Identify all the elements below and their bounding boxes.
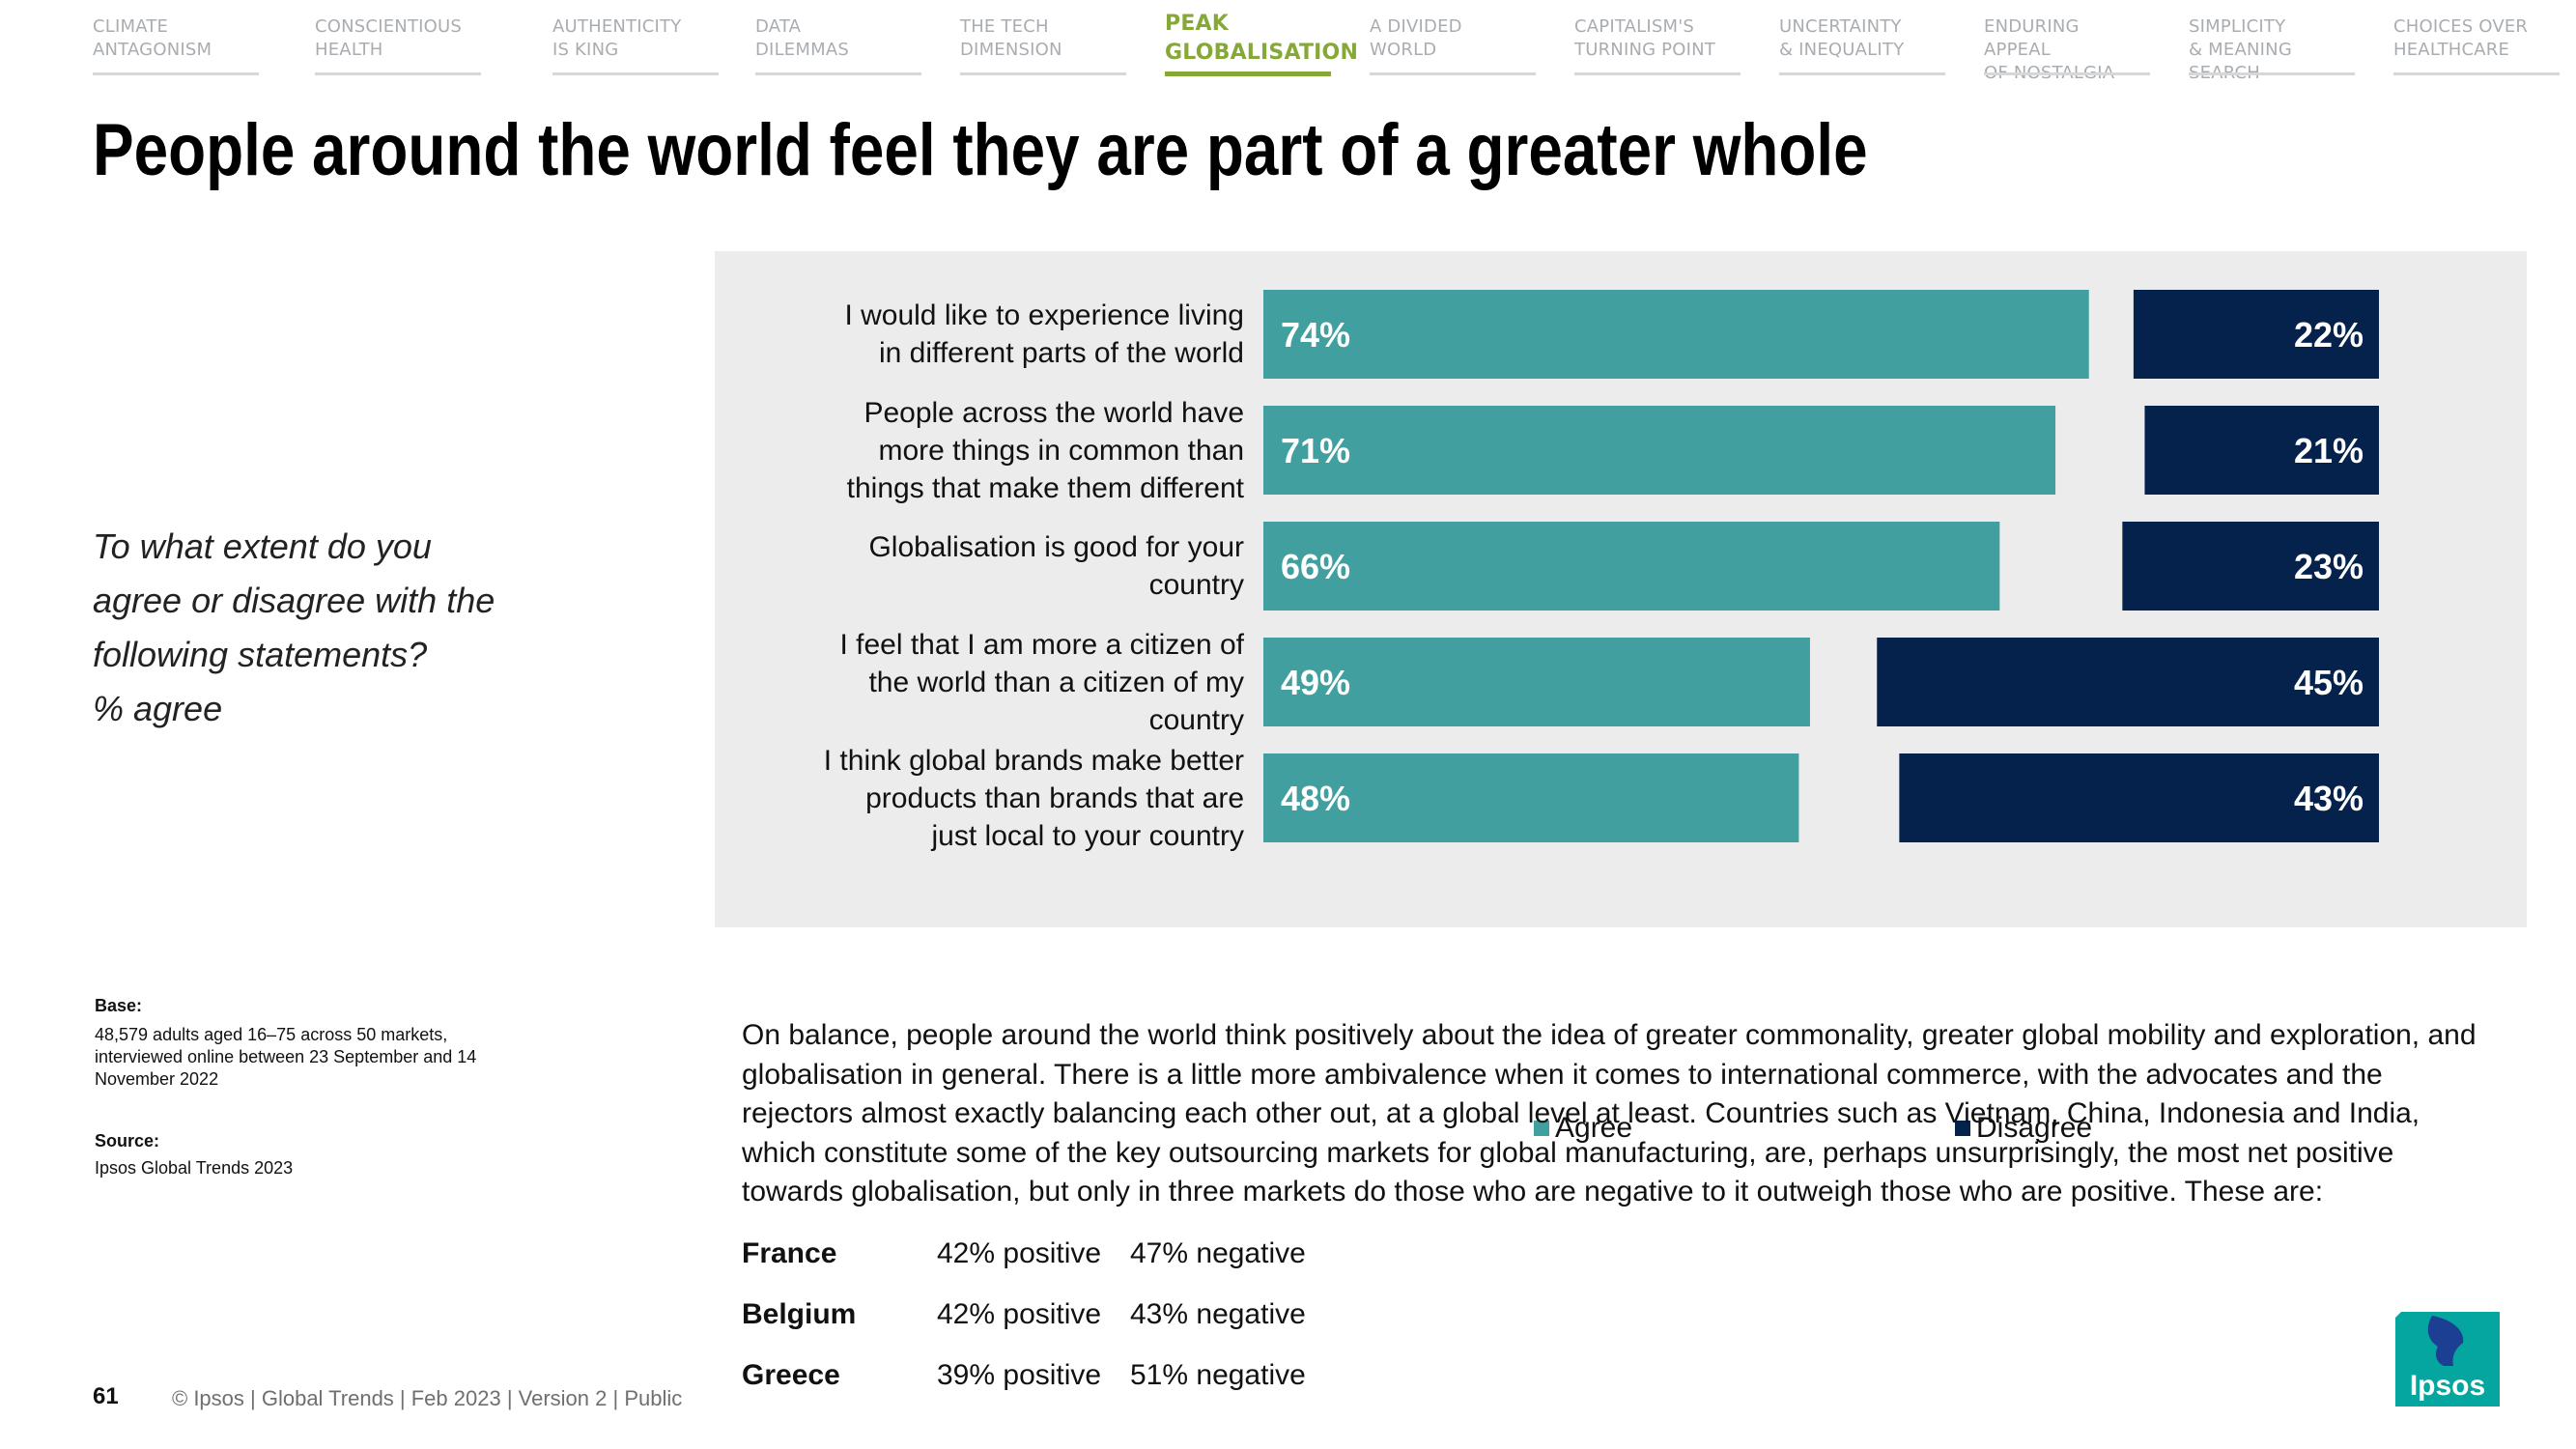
nav-tab-underline (755, 72, 921, 75)
statement-label-3: I feel that I am more a citizen of the w… (839, 628, 1244, 736)
bar-disagree-3 (1877, 638, 2379, 726)
page-number: 61 (93, 1383, 119, 1409)
country-positive: 42% positive (937, 1237, 1102, 1269)
bar-agree-3 (1263, 638, 1810, 726)
nav-tab-label: CLIMATE ANTAGONISM (93, 16, 212, 60)
nav-tab-underline (1984, 72, 2150, 75)
statement-label-4: I think global brands make better produc… (823, 744, 1244, 852)
bar-disagree-1 (2144, 406, 2379, 495)
top-navigation: CLIMATE ANTAGONISM CONSCIENTIOUS HEALTH AU… (93, 0, 2565, 83)
country-negative: 51% negative (1130, 1359, 1306, 1391)
nav-tab-underline (1165, 71, 1331, 76)
nav-tab-label: THE TECH DIMENSION (960, 16, 1062, 60)
legend-label-agree: Agree (1555, 1112, 1633, 1144)
data-label-agree-3: 49% (1281, 663, 1350, 702)
country-name: Greece (742, 1359, 840, 1391)
legend-item-agree: Agree (1534, 1111, 1632, 1146)
nav-tab-1[interactable]: CONSCIENTIOUS HEALTH (315, 0, 481, 77)
nav-tab-label: PEAK GLOBALISATION (1165, 12, 1359, 65)
bar-agree-0 (1263, 290, 2089, 379)
base-text: 48,579 adults aged 16–75 across 50 marke… (95, 1025, 477, 1089)
nav-tab-label: AUTHENTICITY IS KING (552, 16, 682, 60)
ipsos-logo-text: Ipsos (2410, 1370, 2485, 1402)
nav-tab-underline (315, 72, 481, 75)
bar-agree-1 (1263, 406, 2056, 495)
legend-item-disagree: Disagree (1955, 1111, 2092, 1146)
nav-tab-8[interactable]: UNCERTAINTY & INEQUALITY (1779, 0, 1945, 77)
bar-agree-4 (1263, 753, 1799, 842)
base-heading: Base: (95, 995, 142, 1017)
nav-tab-label: CHOICES OVER HEALTHCARE (2393, 16, 2529, 60)
nav-tab-underline (2189, 72, 2355, 75)
nav-tab-label: UNCERTAINTY & INEQUALITY (1779, 16, 1905, 60)
bar-disagree-4 (1899, 753, 2379, 842)
data-label-disagree-3: 45% (2294, 663, 2364, 702)
page-title: People around the world feel they are pa… (93, 109, 1868, 191)
base-heading-text: Base: (95, 996, 143, 1015)
nav-tab-underline (1779, 72, 1945, 75)
bar-chart: 74% 22% 71% 21% 66% 23% 49% 45% 48% 43% (1263, 290, 2379, 842)
nav-tab-underline (552, 72, 719, 75)
statement-label-0: I would like to experience living in dif… (844, 299, 1244, 369)
country-negative: 47% negative (1130, 1237, 1306, 1269)
nav-tab-underline (1574, 72, 1741, 75)
legend-label-disagree: Disagree (1976, 1112, 2093, 1144)
nav-tab-5[interactable]: PEAK GLOBALISATION (1165, 0, 1358, 77)
nav-tab-underline (1370, 72, 1536, 75)
nav-tab-label: A DIVIDED WORLD (1370, 16, 1462, 60)
body-paragraph: On balance, people around the world thin… (742, 1019, 2477, 1208)
source-heading-text: Source: (95, 1131, 160, 1151)
data-label-agree-2: 66% (1281, 547, 1350, 586)
bar-agree-2 (1263, 522, 2000, 611)
nav-tab-11[interactable]: CHOICES OVER HEALTHCARE (2393, 0, 2560, 77)
source-heading: Source: (95, 1130, 159, 1152)
data-label-agree-0: 74% (1281, 315, 1350, 355)
country-positive: 39% positive (937, 1359, 1102, 1391)
bar-disagree-2 (2122, 522, 2379, 611)
country-positive: 42% positive (937, 1298, 1102, 1330)
statement-label-2: Globalisation is good for your country (868, 531, 1244, 601)
nav-tab-4[interactable]: THE TECH DIMENSION (960, 0, 1126, 77)
source-text: Ipsos Global Trends 2023 (95, 1158, 294, 1178)
footer-text: © Ipsos | Global Trends | Feb 2023 | Ver… (172, 1386, 683, 1410)
nav-tab-underline (93, 72, 259, 75)
data-label-agree-4: 48% (1281, 779, 1350, 818)
data-label-disagree-1: 21% (2294, 431, 2364, 470)
nav-tab-label: DATA DILEMMAS (755, 16, 849, 60)
country-name: France (742, 1237, 837, 1269)
bar-disagree-0 (2133, 290, 2379, 379)
legend-swatch-disagree (1955, 1121, 1970, 1136)
question-text: To what extent do you agree or disagree … (93, 526, 495, 728)
legend-swatch-agree (1534, 1121, 1549, 1136)
ipsos-logo-mark (2427, 1316, 2464, 1366)
nav-tab-3[interactable]: DATA DILEMMAS (755, 0, 921, 77)
nav-tab-0[interactable]: CLIMATE ANTAGONISM (93, 0, 259, 77)
nav-tab-6[interactable]: A DIVIDED WORLD (1370, 0, 1536, 77)
data-label-agree-1: 71% (1281, 431, 1350, 470)
data-label-disagree-4: 43% (2294, 779, 2364, 818)
nav-tab-underline (2393, 72, 2560, 75)
nav-tab-9[interactable]: ENDURING APPEAL OF NOSTALGIA (1984, 0, 2150, 83)
country-name: Belgium (742, 1298, 857, 1330)
data-label-disagree-2: 23% (2294, 547, 2364, 586)
statement-label-1: People across the world have more things… (846, 396, 1244, 504)
chart-panel: 74% 22% 71% 21% 66% 23% 49% 45% 48% 43% I would l… (715, 251, 2527, 1144)
nav-tab-label: CONSCIENTIOUS HEALTH (315, 16, 463, 60)
ipsos-logo: Ipsos (2395, 1312, 2500, 1406)
nav-tab-10[interactable]: SIMPLICITY & MEANING SEARCH (2189, 0, 2355, 83)
nav-tab-label: CAPITALISM'S TURNING POINT (1574, 16, 1715, 60)
data-label-disagree-0: 22% (2294, 315, 2364, 355)
nav-tab-underline (960, 72, 1126, 75)
nav-tab-7[interactable]: CAPITALISM'S TURNING POINT (1574, 0, 1741, 77)
nav-tab-2[interactable]: AUTHENTICITY IS KING (552, 0, 719, 77)
country-negative: 43% negative (1130, 1298, 1306, 1330)
